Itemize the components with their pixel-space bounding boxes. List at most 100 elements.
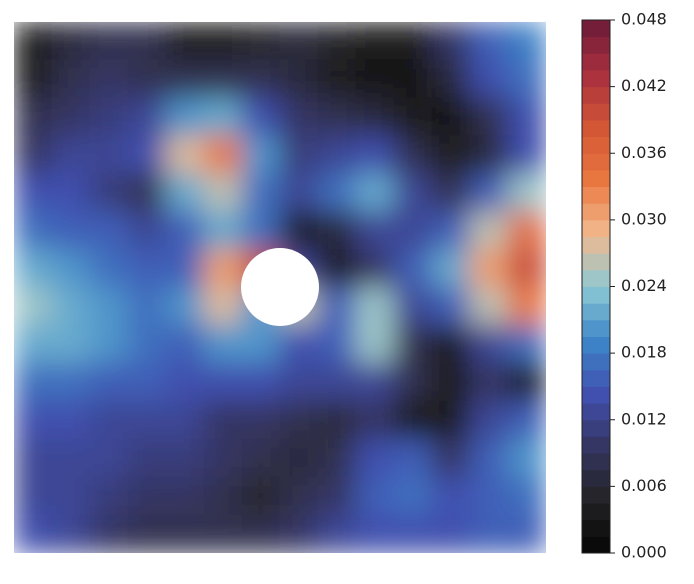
contour-cell <box>431 97 471 137</box>
contour-cell <box>165 514 205 553</box>
colorbar-tick-label: 0.048 <box>621 10 667 29</box>
contour-cell <box>165 249 205 288</box>
contour-cell <box>469 438 509 478</box>
contour-cell <box>317 22 357 61</box>
contour-cell <box>241 135 281 175</box>
contour-cell <box>431 514 471 553</box>
contour-cell <box>279 400 319 440</box>
contour-cell <box>507 438 546 478</box>
contour-cell <box>89 476 129 516</box>
contour-cell <box>241 438 281 478</box>
contour-cell <box>317 211 357 251</box>
contour-cell <box>51 400 91 440</box>
contour-cell <box>14 211 53 251</box>
contour-cell <box>431 362 471 402</box>
contour-cell <box>51 97 91 137</box>
contour-cell <box>317 249 357 288</box>
contour-cell <box>469 22 509 61</box>
contour-cell <box>507 324 546 364</box>
colorbar-band <box>582 353 610 371</box>
colorbar-band <box>582 203 610 221</box>
contour-cell <box>317 514 357 553</box>
contour-cell <box>203 362 243 402</box>
contour-cell <box>507 476 546 516</box>
contour-cell <box>241 22 281 61</box>
contour-cell <box>279 476 319 516</box>
colorbar-band <box>582 419 610 437</box>
contour-cell <box>431 59 471 99</box>
contour-cell <box>279 211 319 251</box>
contour-cell <box>431 211 471 251</box>
contour-cell <box>355 362 395 402</box>
contour-cell <box>317 173 357 213</box>
contour-cell <box>507 514 546 553</box>
contour-cell <box>14 249 53 288</box>
contour-cell <box>393 249 433 288</box>
colorbar-band <box>582 386 610 404</box>
colorbar-tick-label: 0.042 <box>621 76 667 95</box>
contour-cell <box>317 476 357 516</box>
contour-cell <box>431 173 471 213</box>
contour-cell <box>165 438 205 478</box>
colorbar-band <box>582 403 610 421</box>
contour-cell <box>89 438 129 478</box>
colorbar-band <box>582 119 610 138</box>
contour-cell <box>241 476 281 516</box>
contour-cell <box>165 287 205 326</box>
contour-cell <box>469 362 509 402</box>
contour-cell <box>393 324 433 364</box>
contour-cell <box>241 97 281 137</box>
contour-cell <box>203 287 243 326</box>
contour-cell <box>355 438 395 478</box>
contour-cell <box>127 400 167 440</box>
contour-cell <box>393 22 433 61</box>
contour-cell <box>127 362 167 402</box>
contour-cell <box>51 362 91 402</box>
contour-cell <box>431 438 471 478</box>
contour-cell <box>203 59 243 99</box>
contour-cell <box>165 97 205 137</box>
contour-cell <box>203 438 243 478</box>
colorbar-band <box>582 336 610 354</box>
contour-cell <box>469 135 509 175</box>
contour-cell <box>51 59 91 99</box>
colorbar-band <box>582 453 610 471</box>
contour-cell <box>14 400 53 440</box>
contour-cell <box>51 476 91 516</box>
contour-cell <box>14 22 53 61</box>
contour-cell <box>355 59 395 99</box>
contour-cell <box>127 476 167 516</box>
contour-cell <box>279 135 319 175</box>
contour-cell <box>431 249 471 288</box>
contour-cell <box>241 211 281 251</box>
contour-cell <box>507 59 546 99</box>
contour-cell <box>89 173 129 213</box>
contour-cell <box>507 135 546 175</box>
colorbar-band <box>582 236 610 254</box>
contour-cell <box>507 400 546 440</box>
colorbar-band <box>582 303 610 321</box>
contour-cell <box>393 438 433 478</box>
contour-cell <box>469 287 509 326</box>
contour-cell <box>14 438 53 478</box>
contour-cell <box>469 249 509 288</box>
colorbar-band <box>582 503 610 521</box>
contour-cell <box>165 400 205 440</box>
contour-cell <box>203 476 243 516</box>
colorbar-tick-label: 0.000 <box>621 543 667 562</box>
contour-cell <box>89 135 129 175</box>
colorbar-band <box>582 69 610 88</box>
contour-cell <box>431 135 471 175</box>
contour-cell <box>279 324 319 364</box>
contour-cell <box>393 514 433 553</box>
contour-cell <box>355 135 395 175</box>
contour-cell <box>89 211 129 251</box>
contour-cell <box>393 211 433 251</box>
contour-cell <box>279 362 319 402</box>
contour-cell <box>393 59 433 99</box>
contour-cell <box>89 514 129 553</box>
contour-cell <box>165 59 205 99</box>
contour-cell <box>51 324 91 364</box>
plot-area <box>14 22 546 553</box>
